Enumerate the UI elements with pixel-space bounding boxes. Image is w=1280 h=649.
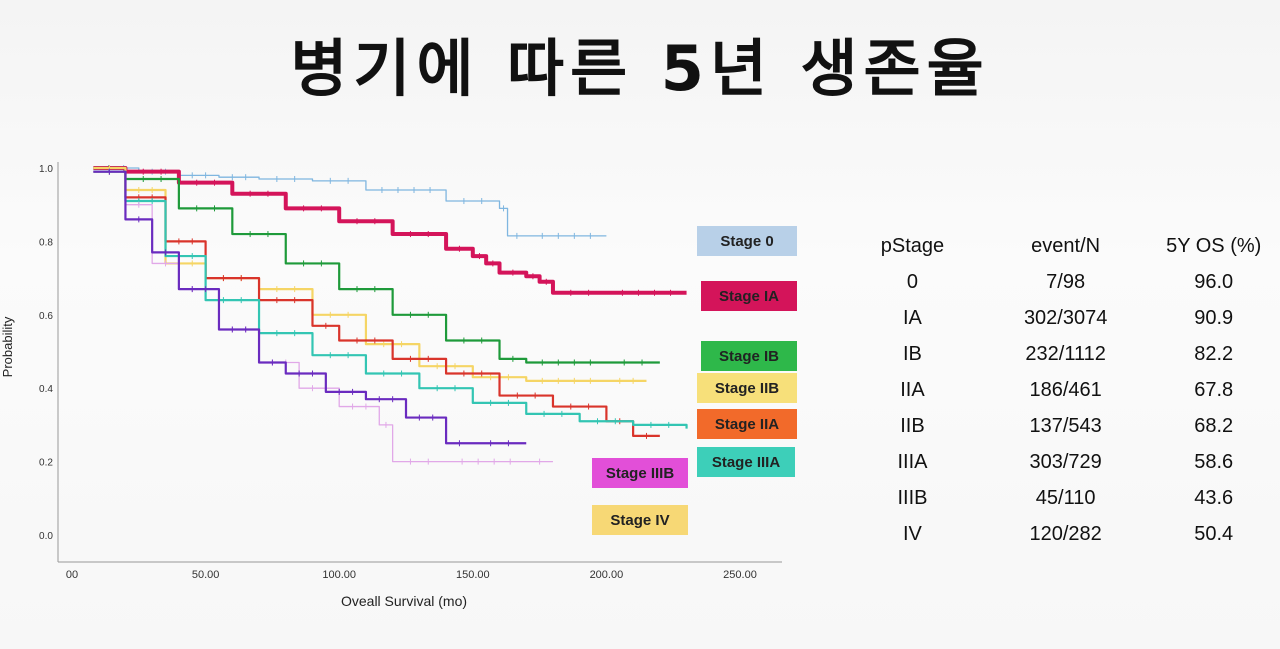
table-row: IIB 137/543 68.2 [855, 408, 1280, 444]
table-row: IIA 186/461 67.8 [855, 372, 1280, 408]
cell-event-n: 303/729 [1029, 450, 1102, 473]
cell-pstage: IV [903, 522, 922, 545]
x-tick-label: 00 [66, 569, 78, 581]
cell-pstage: IIIA [897, 450, 928, 473]
table-row: 0 7/98 96.0 [855, 264, 1280, 300]
censor-marks-stage-ib [108, 165, 643, 366]
legend-label-stage-iiia: Stage IIIA [697, 447, 795, 477]
cell-5y-os: 96.0 [1194, 270, 1234, 293]
header-5y-os: 5Y OS (%) [1166, 234, 1262, 257]
censor-marks-stage-iib [108, 165, 634, 384]
cell-5y-os: 90.9 [1194, 306, 1234, 329]
slide-title: 병기에 따른 5년 생존율 [290, 32, 990, 105]
censor-marks-stage-iia [108, 168, 647, 439]
censor-marks-stage-iiib [108, 168, 541, 465]
cell-5y-os: 50.4 [1194, 522, 1234, 545]
series-line-stage-ib [93, 166, 660, 364]
x-tick-label: 100.00 [322, 569, 356, 581]
y-tick-label: 0.8 [39, 237, 53, 248]
legend-label-stage-iiib: Stage IIIB [592, 458, 688, 488]
x-tick-label: 200.00 [590, 569, 624, 581]
legend-label-stage-iia: Stage IIA [697, 409, 797, 439]
stats-header-row: pStage event/N 5Y OS (%) [855, 228, 1280, 264]
series-line-stage-iiia [93, 170, 688, 429]
y-tick-label: 0.4 [39, 384, 53, 395]
x-tick-label: 150.00 [456, 569, 490, 581]
x-tick-label: 250.00 [723, 569, 757, 581]
x-axis-label: Oveall Survival (mo) [341, 593, 467, 609]
table-row: IB 232/1112 82.2 [855, 336, 1280, 372]
cell-event-n: 137/543 [1029, 414, 1102, 437]
legend-label-stage-iib: Stage IIB [697, 373, 797, 403]
cell-5y-os: 82.2 [1194, 342, 1234, 365]
table-row: IA 302/3074 90.9 [855, 300, 1280, 336]
cell-event-n: 302/3074 [1023, 306, 1108, 329]
km-survival-chart: 00 50.00 100.00 150.00 200.00 250.00 0.0 0.2 0.4… [0, 162, 782, 609]
cell-pstage: IIIB [897, 486, 928, 509]
x-tick-label: 50.00 [192, 569, 220, 581]
cell-event-n: 232/1112 [1025, 342, 1106, 365]
cell-5y-os: 67.8 [1194, 378, 1234, 401]
stats-table: pStage event/N 5Y OS (%) 0 7/98 96.0 IA 302/… [855, 228, 1280, 552]
cell-pstage: IA [903, 306, 922, 329]
cell-5y-os: 68.2 [1194, 414, 1234, 437]
cell-pstage: 0 [906, 270, 919, 293]
table-row: IIIA 303/729 58.6 [855, 444, 1280, 480]
header-pstage: pStage [880, 234, 945, 257]
series-line-stage-iia [93, 170, 660, 438]
legend-label-stage-ib: Stage IB [701, 341, 797, 371]
series-line-stage-ia [93, 166, 687, 295]
cell-pstage: IB [903, 342, 922, 365]
cell-event-n: 45/110 [1035, 486, 1096, 509]
y-tick-label: 0.0 [39, 531, 53, 542]
cell-event-n: 120/282 [1029, 522, 1102, 545]
cell-event-n: 7/98 [1046, 270, 1086, 293]
legend-label-stage-0: Stage 0 [697, 226, 797, 256]
y-tick-label: 0.2 [39, 458, 53, 469]
cell-pstage: IIA [900, 378, 925, 401]
cell-5y-os: 58.6 [1194, 450, 1234, 473]
cell-5y-os: 43.6 [1194, 486, 1234, 509]
censor-marks-stage-iv [108, 168, 509, 447]
legend-label-stage-iv: Stage IV [592, 505, 688, 535]
series-line-stage-iv [93, 170, 527, 445]
header-event-n: event/N [1031, 234, 1101, 257]
y-tick-label: 0.6 [39, 311, 53, 322]
series-line-stage-iib [93, 166, 647, 382]
y-axis-label: Probability [0, 316, 15, 377]
series-line-stage-iiib [93, 171, 553, 463]
legend-label-stage-ia: Stage IA [701, 281, 797, 311]
y-tick-label: 1.0 [39, 164, 53, 175]
table-row: IIIB 45/110 43.6 [855, 480, 1280, 516]
table-row: IV 120/282 50.4 [855, 516, 1280, 552]
cell-pstage: IIB [900, 414, 925, 437]
cell-event-n: 186/461 [1029, 378, 1102, 401]
